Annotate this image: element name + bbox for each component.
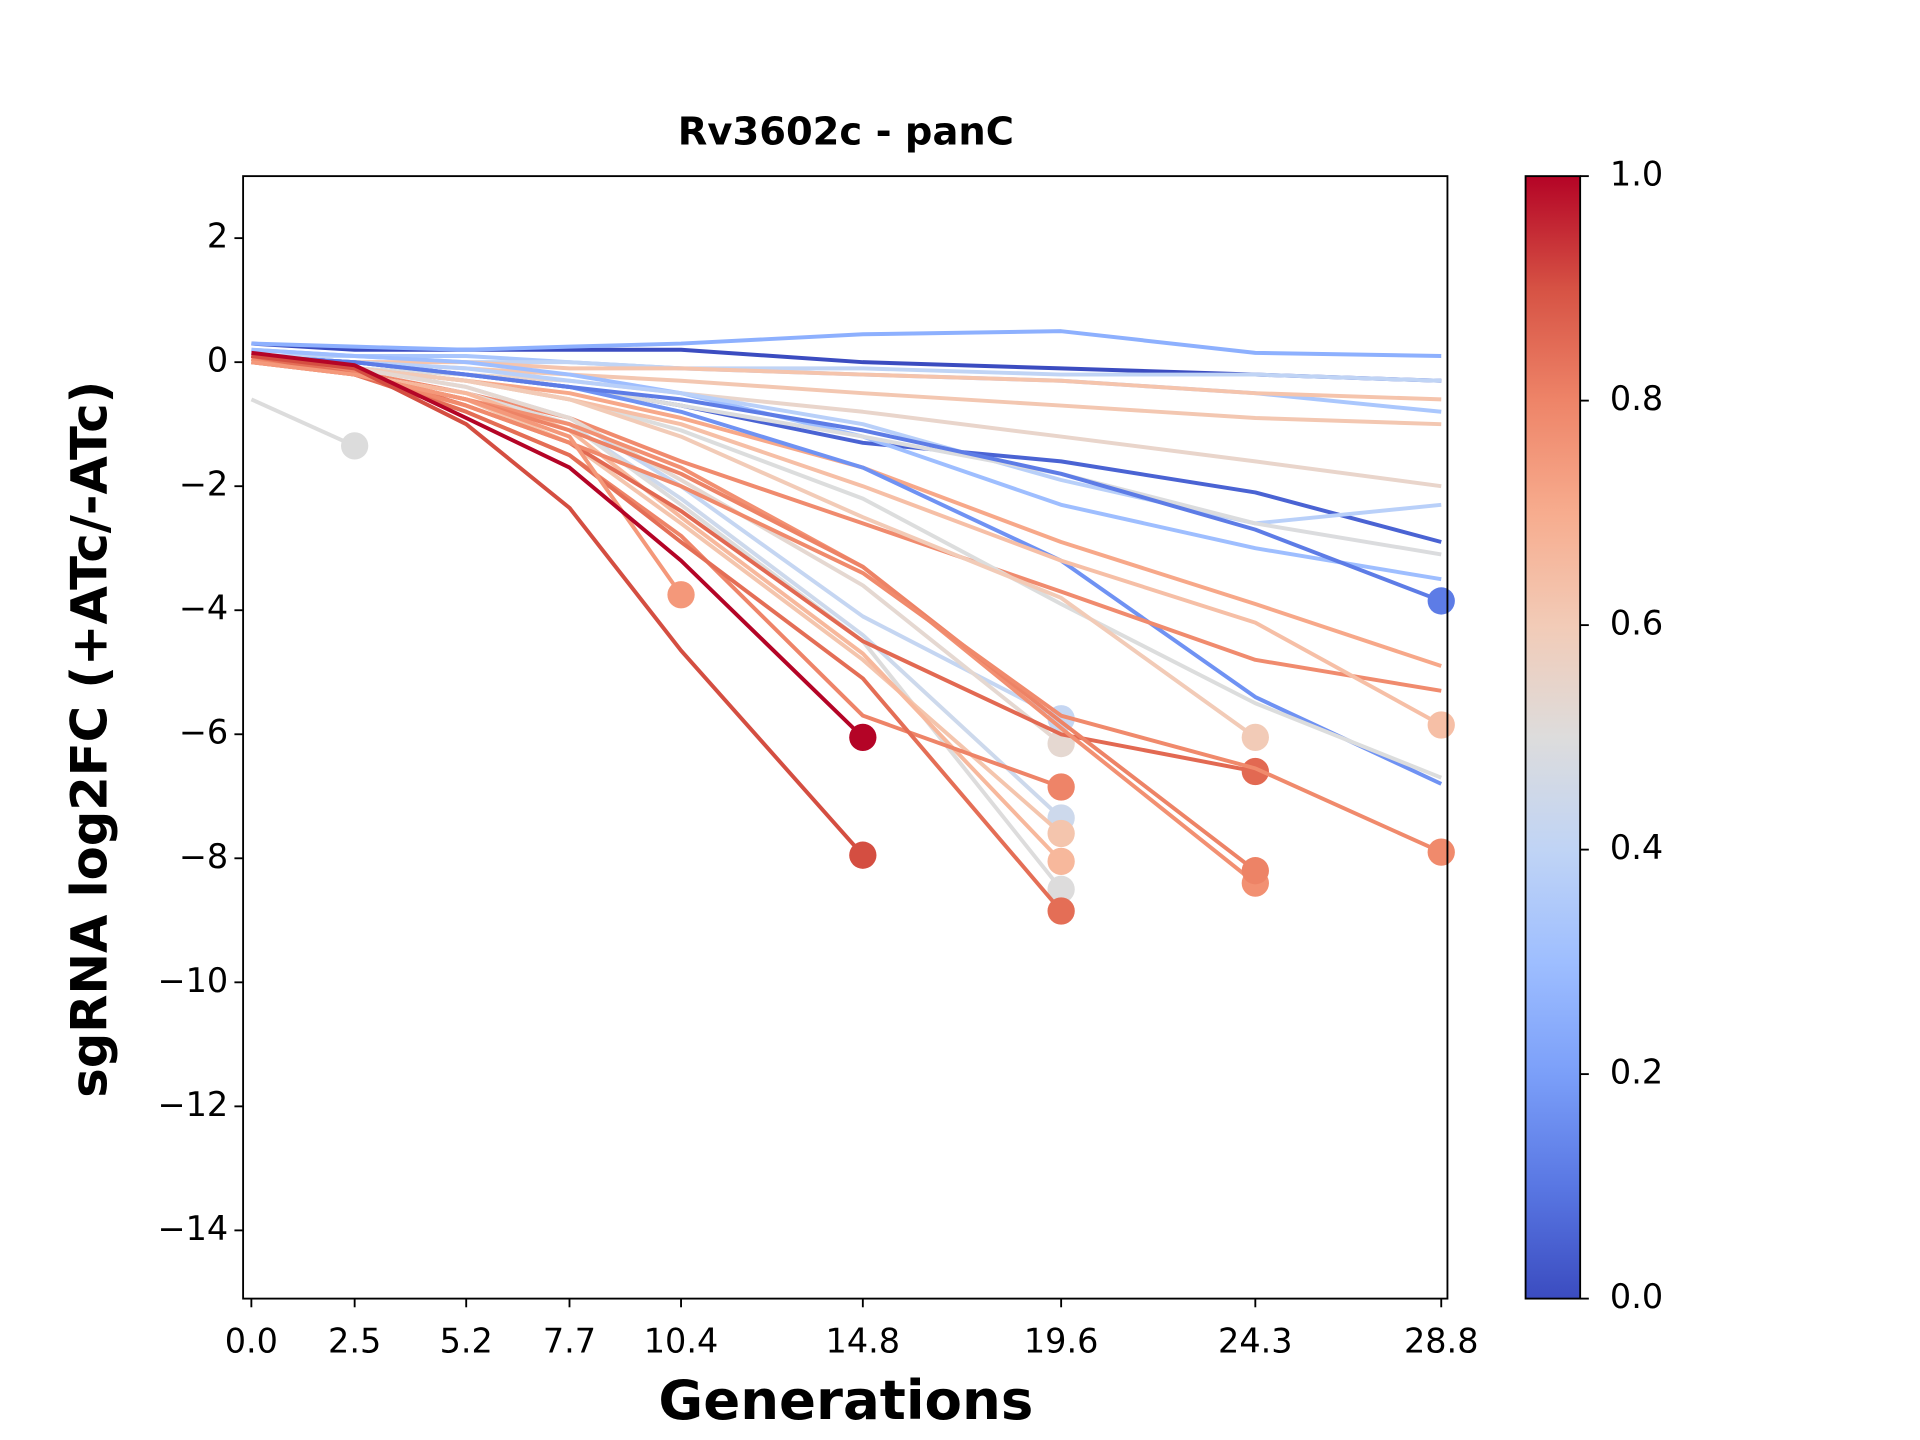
- series-line: [251, 360, 1442, 780]
- series-line: [251, 360, 1063, 820]
- x-tick-label: 14.8: [826, 1322, 901, 1361]
- series-line: [251, 357, 1442, 693]
- colorbar-tick-label: 1.0: [1610, 155, 1663, 194]
- y-axis-label: sgRNA log2FC (+ATc/-ATc): [61, 381, 119, 1098]
- end-marker: [1047, 875, 1075, 903]
- end-marker: [1427, 587, 1455, 615]
- series-line: [251, 354, 1063, 913]
- y-tick-label: 0: [207, 341, 228, 380]
- end-marker: [341, 432, 369, 460]
- x-tick-label: 7.7: [543, 1322, 596, 1361]
- series-line: [251, 360, 1063, 835]
- series-line: [250, 397, 356, 448]
- chart-title: Rv3602c - panC: [678, 109, 1014, 154]
- x-tick-label: 5.2: [440, 1322, 493, 1361]
- plot-frame: [242, 175, 1449, 1300]
- series-line: [251, 329, 1442, 358]
- end-marker: [667, 581, 695, 609]
- x-tick-label: 19.6: [1024, 1322, 1099, 1361]
- colorbar-tick-label: 0.0: [1610, 1277, 1663, 1316]
- end-marker: [1241, 857, 1269, 885]
- series-line: [251, 353, 1442, 603]
- end-marker: [1427, 838, 1455, 866]
- end-marker: [1047, 773, 1075, 801]
- y-tick-label: −10: [158, 961, 229, 1000]
- y-tick-label: −8: [179, 837, 228, 876]
- y-tick-label: 2: [207, 217, 228, 256]
- series-line: [251, 353, 865, 857]
- y-tick-label: −6: [179, 713, 228, 752]
- x-tick-label: 28.8: [1404, 1322, 1479, 1361]
- colorbar-tick-label: 0.2: [1610, 1053, 1663, 1092]
- colorbar-tick-label: 0.8: [1610, 379, 1663, 418]
- y-tick-label: −4: [179, 589, 228, 628]
- y-tick-label: −14: [158, 1209, 229, 1248]
- x-tick-label: 24.3: [1218, 1322, 1293, 1361]
- series-line: [251, 360, 1063, 863]
- series-line: [251, 341, 1442, 383]
- x-axis-label: Generations: [658, 1368, 1033, 1432]
- end-marker: [1047, 847, 1075, 876]
- y-tick-label: −2: [179, 465, 228, 504]
- x-tick-label: 0.0: [225, 1322, 278, 1361]
- x-tick-label: 10.4: [644, 1322, 719, 1361]
- series-line: [251, 353, 1442, 544]
- series-line: [251, 350, 865, 739]
- end-marker: [1047, 819, 1075, 848]
- end-marker: [1241, 723, 1269, 752]
- end-marker: [1047, 897, 1075, 925]
- series-line: [251, 353, 1442, 526]
- colorbar: [1524, 175, 1582, 1300]
- end-marker: [849, 841, 877, 869]
- series-line: [251, 360, 683, 596]
- y-tick-label: −12: [158, 1085, 229, 1124]
- end-marker: [1427, 711, 1455, 739]
- colorbar-tick-label: 0.4: [1610, 828, 1663, 867]
- colorbar-tick-label: 0.6: [1610, 604, 1663, 643]
- series-line: [251, 360, 1442, 402]
- end-marker: [849, 723, 877, 752]
- series-line: [251, 360, 1442, 557]
- x-tick-label: 2.5: [328, 1322, 381, 1361]
